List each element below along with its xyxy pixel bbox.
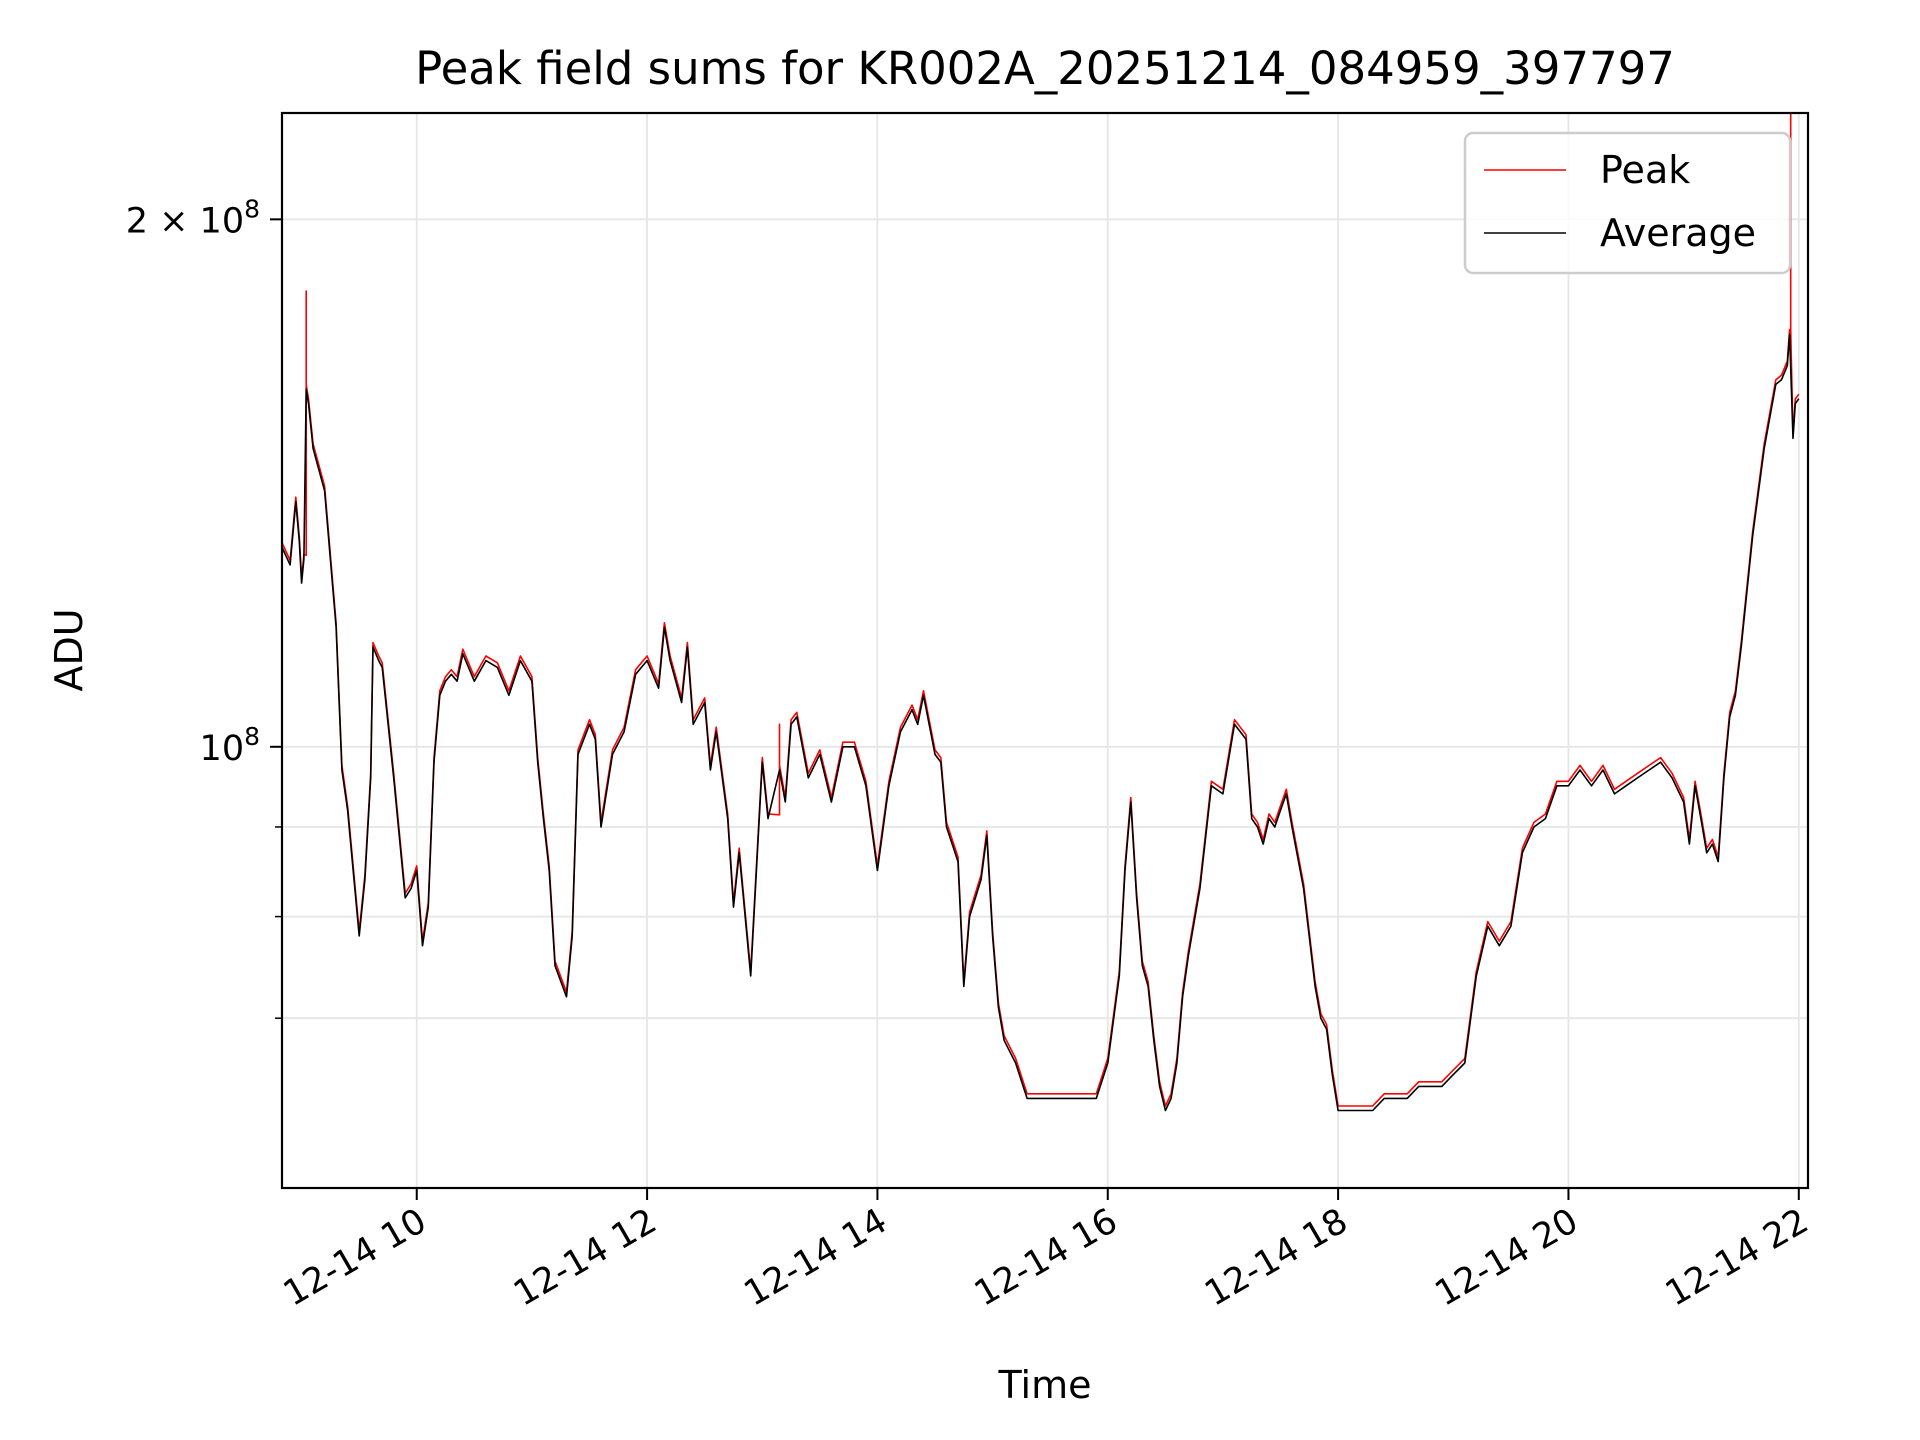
y-tick-label: 2 × 108 [126, 194, 260, 241]
x-axis-label: Time [998, 1363, 1092, 1407]
y-tick-label: 108 [200, 722, 260, 769]
plot-frame [280, 111, 1810, 1190]
legend-peak-label: Peak [1600, 148, 1690, 192]
chart-title: Peak field sums for KR002A_20251214_0849… [415, 42, 1675, 95]
y-ticks: 108 2 × 108 [126, 194, 282, 1019]
legend-box [1463, 131, 1792, 275]
series-layer [282, 113, 1800, 1112]
series-average-line [282, 333, 1800, 1112]
legend: Peak Average [1463, 131, 1792, 275]
y-axis-label: ADU [47, 608, 91, 691]
legend-average-label: Average [1600, 211, 1756, 255]
